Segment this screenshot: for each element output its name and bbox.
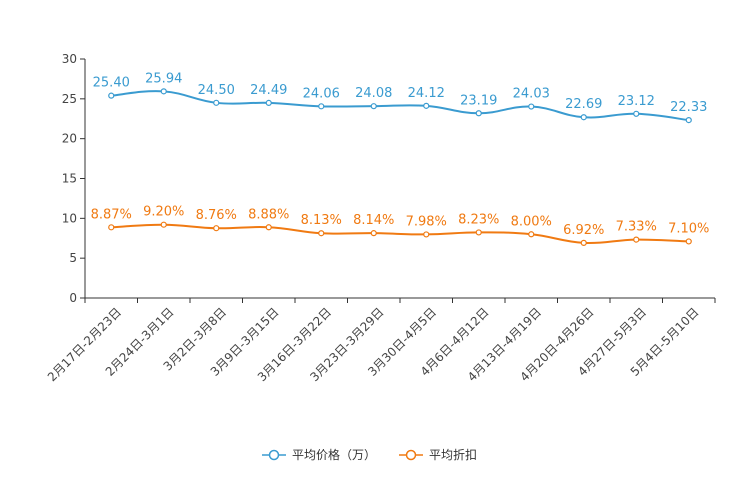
y-tick-label: 15 (62, 172, 77, 186)
legend-label: 平均价格（万） (292, 447, 376, 462)
legend-label: 平均折扣 (429, 447, 477, 462)
data-point (370, 103, 377, 110)
data-point (423, 102, 430, 109)
data-label: 6.92% (563, 223, 604, 238)
data-label: 8.14% (353, 213, 394, 228)
data-point (370, 230, 377, 237)
data-label: 25.40 (93, 76, 130, 91)
data-label: 7.10% (668, 221, 709, 236)
data-point (160, 88, 167, 95)
data-point (318, 230, 325, 237)
data-label: 7.98% (406, 214, 447, 229)
data-label: 9.20% (143, 205, 184, 220)
y-tick-label: 0 (69, 291, 77, 305)
data-label: 24.49 (250, 83, 287, 98)
y-tick-label: 20 (62, 132, 77, 146)
legend-swatch-marker (405, 449, 417, 461)
data-label: 8.23% (458, 212, 499, 227)
data-label: 8.13% (301, 213, 342, 228)
series-average-price: 25.40 25.94 24.50 24.49 24.06 24.08 24.12 23.19… (93, 71, 707, 124)
series-average-discount: 8.87% 9.20% 8.76% 8.88% 8.13% 8.14% 7.98% 8.23%… (91, 205, 709, 246)
data-label: 8.76% (196, 208, 237, 223)
data-point (423, 231, 430, 238)
data-point (475, 110, 482, 117)
data-label: 8.00% (511, 214, 552, 229)
data-label: 22.33 (670, 100, 707, 115)
data-point (685, 117, 692, 124)
series-line (111, 90, 689, 122)
data-label: 25.94 (145, 71, 182, 86)
data-point (580, 239, 587, 246)
y-tick-label: 10 (62, 211, 77, 225)
chart-legend[interactable]: 平均价格（万） 平均折扣 (262, 447, 477, 462)
data-label: 8.88% (248, 207, 289, 222)
data-point (265, 224, 272, 231)
y-tick-label: 5 (69, 251, 77, 265)
data-label: 24.03 (513, 87, 550, 102)
legend-item-average-discount[interactable]: 平均折扣 (399, 447, 477, 462)
data-point (528, 231, 535, 238)
series-line (111, 223, 689, 245)
data-label: 24.08 (355, 86, 392, 101)
data-label: 23.12 (618, 94, 655, 109)
legend-item-average-price[interactable]: 平均价格（万） (262, 447, 376, 462)
data-point (213, 99, 220, 106)
data-label: 24.12 (408, 86, 445, 101)
data-point (108, 92, 115, 99)
chart-series-layer: 25.40 25.94 24.50 24.49 24.06 24.08 24.12 23.19… (91, 71, 709, 246)
data-point (475, 229, 482, 236)
data-label: 8.87% (91, 207, 132, 222)
data-point (213, 225, 220, 232)
data-point (685, 238, 692, 245)
legend-swatch-marker (268, 449, 280, 461)
data-label: 22.69 (565, 97, 602, 112)
data-label: 23.19 (460, 93, 497, 108)
y-tick-label: 25 (62, 92, 77, 106)
data-label: 24.06 (303, 86, 340, 101)
data-point (633, 236, 640, 243)
y-tick-label: 30 (62, 52, 77, 66)
data-point (108, 224, 115, 231)
data-point (528, 103, 535, 110)
data-point (265, 99, 272, 106)
data-point (318, 103, 325, 110)
data-point (580, 114, 587, 121)
data-point (633, 110, 640, 117)
data-label: 7.33% (616, 220, 657, 235)
data-label: 24.50 (198, 83, 235, 98)
data-point (160, 221, 167, 228)
